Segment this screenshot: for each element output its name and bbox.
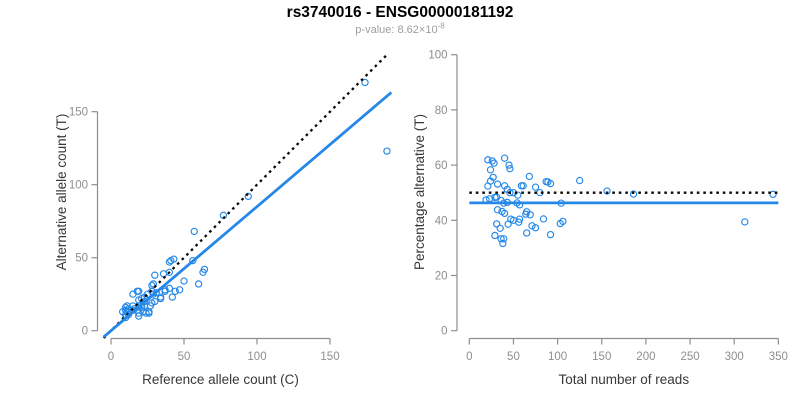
data-point <box>175 286 184 294</box>
data-point <box>546 179 555 188</box>
data-point <box>180 277 188 285</box>
data-point <box>526 211 534 219</box>
y-tick-label: 60 <box>435 160 448 172</box>
y-tick-label: 100 <box>428 50 447 62</box>
x-tick-label: 150 <box>320 351 339 363</box>
data-point <box>165 268 174 276</box>
data-point <box>148 299 156 307</box>
data-point <box>189 256 197 265</box>
data-point <box>556 219 564 228</box>
data-point <box>361 78 369 87</box>
data-point <box>500 209 509 218</box>
data-point <box>506 165 514 173</box>
data-point <box>168 293 176 301</box>
data-point <box>171 287 179 295</box>
x-tick-label: 0 <box>466 351 472 363</box>
data-point <box>488 157 496 165</box>
x-tick-label: 50 <box>178 351 191 363</box>
data-point <box>629 190 638 198</box>
y-tick-label: 50 <box>75 253 88 265</box>
data-point <box>491 231 499 240</box>
data-point <box>603 187 611 195</box>
y-tick-label: 150 <box>69 107 88 119</box>
data-point <box>244 192 252 201</box>
data-point <box>484 182 492 190</box>
data-point <box>383 147 391 155</box>
data-point <box>156 293 165 301</box>
data-point <box>194 280 203 288</box>
x-axis-title: Reference allele count (C) <box>142 372 299 387</box>
data-point <box>506 189 514 197</box>
x-tick-label: 300 <box>725 351 744 363</box>
data-point <box>515 218 523 226</box>
data-point <box>190 227 198 236</box>
data-point <box>539 215 548 223</box>
data-point <box>199 268 207 276</box>
data-point <box>519 182 527 190</box>
data-point <box>528 222 536 230</box>
data-point <box>159 270 168 278</box>
data-point <box>492 220 501 228</box>
pvalue-text: p-value: 8.62×10 <box>355 24 438 36</box>
y-tick-label: 100 <box>69 180 88 192</box>
x-axis-title: Total number of reads <box>559 372 690 387</box>
data-point <box>523 229 531 237</box>
y-tick-label: 0 <box>441 326 447 338</box>
data-point <box>741 218 749 226</box>
x-tick-label: 350 <box>769 351 788 363</box>
data-point <box>514 191 522 199</box>
x-tick-label: 50 <box>507 351 520 363</box>
data-point <box>161 287 169 295</box>
figure-subtitle: p-value: 8.62×10-8 <box>0 21 800 36</box>
data-point <box>135 312 143 320</box>
data-point <box>500 154 509 162</box>
identity-line <box>102 52 390 339</box>
data-point <box>500 235 508 243</box>
data-point <box>497 235 505 243</box>
data-point <box>531 183 540 191</box>
pvalue-exponent: -8 <box>437 21 445 31</box>
data-point <box>496 224 504 232</box>
left-scatter-panel: 0 50 100 150 0 50 100 150 Reference allele count… <box>54 52 393 387</box>
data-point <box>769 190 777 199</box>
data-point <box>493 206 502 214</box>
data-point <box>576 176 584 185</box>
data-point <box>135 309 143 317</box>
data-point <box>151 271 159 279</box>
data-point <box>522 210 530 218</box>
data-point <box>505 161 513 169</box>
data-point <box>170 255 178 263</box>
x-tick-label: 200 <box>636 351 655 363</box>
data-point <box>525 172 534 181</box>
x-tick-label: 150 <box>592 351 611 363</box>
y-tick-label: 40 <box>435 215 448 227</box>
right-scatter-panel: 0 50 100 150 200 250 300 350 0 20 40 60 80 100 Total n… <box>412 50 788 387</box>
y-axis-title: Alternative allele count (T) <box>54 114 69 271</box>
y-tick-label: 80 <box>435 105 448 117</box>
y-axis-title: Percentage alternative (T) <box>412 114 427 270</box>
data-point <box>486 166 495 174</box>
y-tick-label: 20 <box>435 271 448 283</box>
data-point <box>515 215 524 223</box>
x-tick-label: 250 <box>680 351 699 363</box>
x-tick-label: 100 <box>247 351 266 363</box>
regression-line <box>102 91 393 338</box>
data-point <box>493 180 502 188</box>
y-tick-label: 0 <box>82 326 88 338</box>
data-point <box>152 289 160 297</box>
data-point <box>507 215 515 223</box>
x-tick-label: 0 <box>108 351 114 363</box>
data-point <box>531 224 540 232</box>
data-point <box>546 230 555 239</box>
data-point <box>149 280 158 288</box>
data-point <box>490 159 498 167</box>
data-point <box>499 239 507 248</box>
data-point <box>135 287 143 295</box>
x-tick-label: 100 <box>548 351 567 363</box>
figure-title: rs3740016 - ENSG00000181192 <box>286 4 514 21</box>
data-point <box>145 309 153 317</box>
data-point <box>484 156 492 164</box>
